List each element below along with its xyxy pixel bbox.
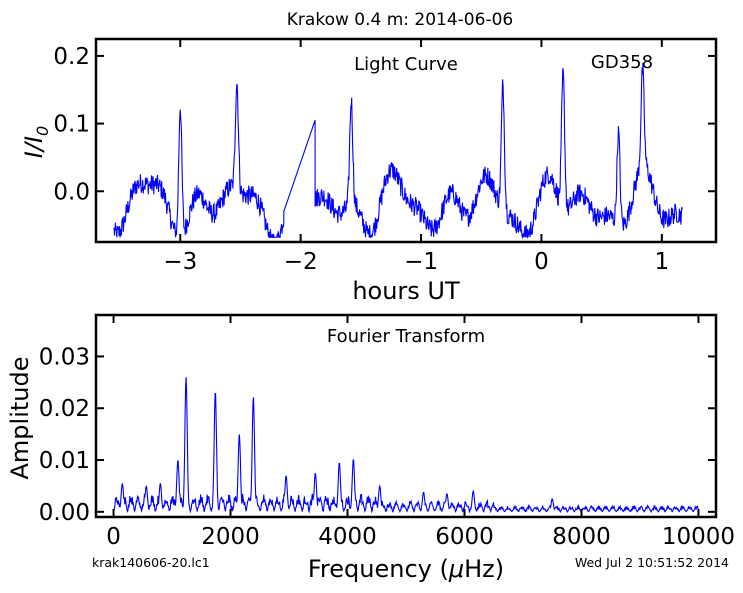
fourier-x-tick-label: 2000 bbox=[201, 524, 260, 550]
fourier-x-tick-label: 6000 bbox=[435, 524, 494, 550]
fourier-panel: 0 2000 4000 6000 8000 10000 0.000.010.020.03 … bbox=[6, 313, 735, 583]
light-curve-x-tick-label: 0 bbox=[534, 249, 549, 275]
fourier-x-ticks: 0 2000 4000 6000 8000 10000 bbox=[106, 315, 735, 550]
light-curve-y-axis-label: I/I0 bbox=[20, 126, 52, 158]
fourier-x-tick-label: 4000 bbox=[318, 524, 377, 550]
light-curve-frame bbox=[94, 37, 718, 244]
fourier-y-tick-label: 0.03 bbox=[39, 344, 90, 370]
fourier-title: Fourier Transform bbox=[327, 326, 485, 347]
fourier-y-tick-label: 0.02 bbox=[39, 396, 90, 422]
fourier-frame bbox=[94, 313, 718, 519]
light-curve-title: Light Curve bbox=[354, 54, 458, 75]
fourier-x-axis-label: Frequency (μHz) bbox=[308, 555, 504, 583]
svg-text:I/I0: I/I0 bbox=[20, 126, 52, 158]
footer-filename: krak140606-20.lc1 bbox=[92, 555, 210, 570]
fourier-x-tick-label: 0 bbox=[106, 524, 121, 550]
light-curve-x-axis-label: hours UT bbox=[352, 277, 460, 305]
light-curve-x-tick-label: −3 bbox=[163, 249, 197, 275]
light-curve-y-tick-label: 0.1 bbox=[53, 112, 90, 138]
fourier-x-tick-label: 8000 bbox=[552, 524, 611, 550]
fourier-y-ticks: 0.00 0.01 0.02 0.03 bbox=[39, 344, 716, 526]
figure-title: Krakow 0.4 m: 2014-06-06 bbox=[287, 10, 513, 30]
fourier-y-tick-label: 0.01 bbox=[39, 448, 90, 474]
light-curve-y-ticks: 0.0 0.1 0.2 bbox=[53, 44, 716, 205]
light-curve-y-tick-label: 0.0 bbox=[53, 179, 90, 205]
footer-timestamp: Wed Jul 2 10:51:52 2014 bbox=[575, 555, 729, 570]
light-curve-x-tick-label: −1 bbox=[404, 249, 438, 275]
y-label-subscript: 0 bbox=[33, 126, 52, 136]
light-curve-line bbox=[113, 62, 683, 240]
fourier-line bbox=[112, 377, 699, 514]
light-curve-x-ticks: −3 −2 −1 0 1 bbox=[163, 39, 669, 275]
light-curve-panel: −3 −2 −1 0 1 0.0 0.1 0.2 Light Curve GD358 hou… bbox=[20, 37, 718, 305]
star-label: GD358 bbox=[591, 52, 653, 73]
fourier-x-tick-label: 10000 bbox=[662, 524, 735, 550]
y-label-main: I/I bbox=[20, 136, 48, 158]
light-curve-x-tick-label: 1 bbox=[655, 249, 670, 275]
light-curve-y-tick-label: 0.2 bbox=[53, 44, 90, 70]
fourier-y-axis-label: Amplitude bbox=[6, 357, 34, 480]
fourier-y-tick-label: 0.00 bbox=[39, 500, 90, 526]
light-curve-x-tick-label: −2 bbox=[284, 249, 318, 275]
